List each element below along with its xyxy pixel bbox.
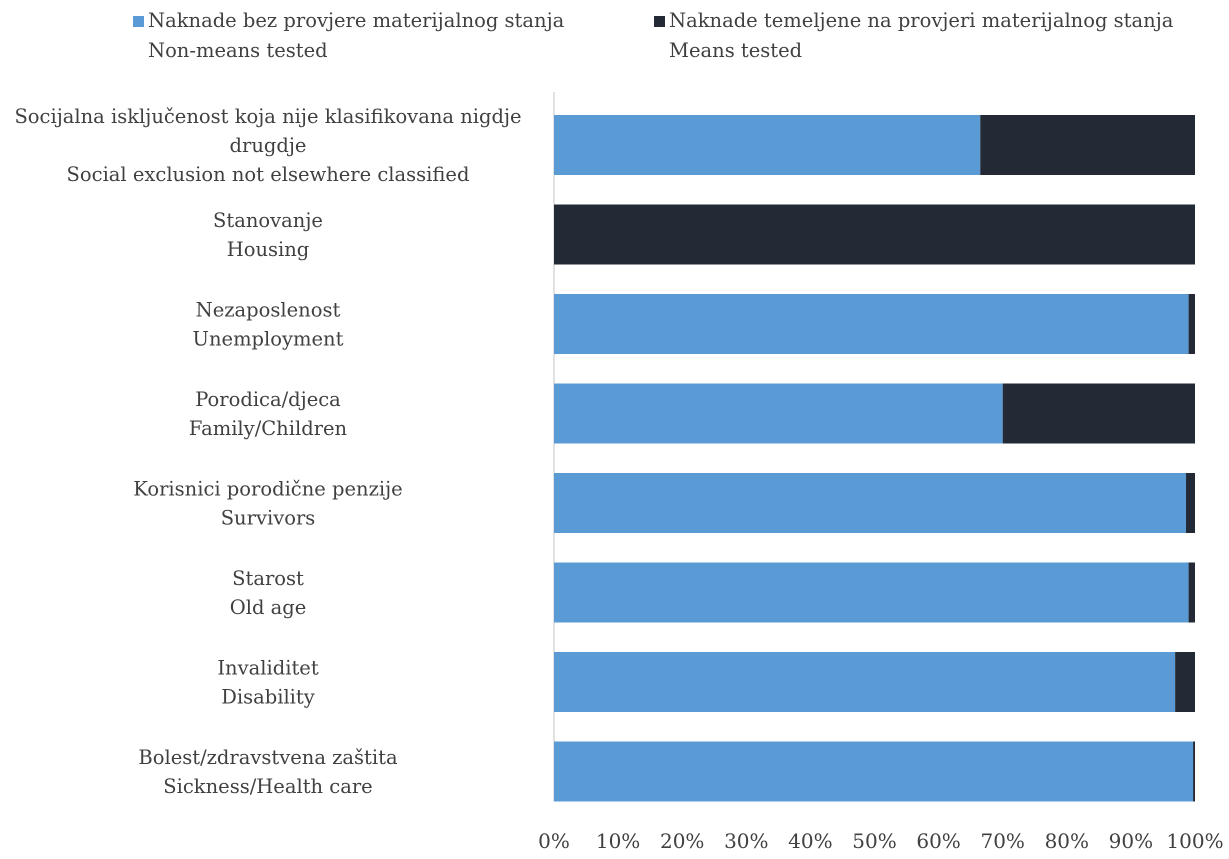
x-tick-label-4: 40% (788, 829, 832, 853)
x-tick-label-0: 0% (538, 829, 570, 853)
bar-category-2-series-2 (554, 204, 1195, 265)
category-label-1-line-2: drugdje (230, 134, 307, 157)
x-tick-label-9: 90% (1109, 829, 1153, 853)
category-label-6-line-1: Starost (232, 567, 304, 590)
category-label-4-line-1: Porodica/djeca (195, 388, 341, 411)
bar-category-8-series-1 (554, 741, 1194, 802)
category-labels: Socijalna isključenost koja nije klasifi… (14, 105, 521, 798)
bar-area (554, 115, 1195, 802)
bar-category-4-series-2 (1002, 383, 1195, 444)
x-axis-tick-labels: 0% 10% 20% 30% 40% 50% 60% 70% 80% 90% 100% (538, 829, 1223, 853)
legend-label-2: Naknade temeljene na provjeri materijaln… (669, 9, 1174, 32)
legend-label-en-1: Non-means tested (148, 39, 328, 62)
legend-swatch-1 (133, 16, 144, 27)
category-label-7-line-2: Disability (221, 686, 315, 709)
bar-category-7-series-1 (554, 652, 1176, 712)
category-label-2-line-1: Stanovanje (213, 209, 323, 232)
category-label-8-line-2: Sickness/Health care (163, 775, 372, 798)
x-tick-label-5: 50% (852, 829, 896, 853)
bar-category-4-series-1 (554, 383, 1003, 444)
bar-category-3-series-2 (1188, 294, 1195, 354)
bar-category-1-series-2 (980, 115, 1195, 175)
bar-category-1-series-1 (554, 115, 981, 175)
bar-category-6-series-1 (554, 562, 1189, 623)
x-tick-label-1: 10% (596, 829, 640, 853)
category-label-1-line-3: Social exclusion not elsewhere classifie… (67, 163, 470, 186)
category-label-4-line-2: Family/Children (189, 417, 348, 440)
category-label-3-line-2: Unemployment (193, 328, 344, 351)
x-tick-label-3: 30% (724, 829, 768, 853)
category-label-6-line-2: Old age (230, 596, 307, 619)
x-tick-label-10: 100% (1166, 829, 1223, 853)
bar-category-8-series-2 (1193, 741, 1195, 802)
x-tick-label-2: 20% (660, 829, 704, 853)
x-tick-label-6: 60% (916, 829, 960, 853)
bar-category-3-series-1 (554, 294, 1189, 354)
category-label-2-line-2: Housing (227, 238, 310, 261)
category-label-7-line-1: Invaliditet (217, 657, 318, 680)
x-tick-label-8: 80% (1045, 829, 1089, 853)
category-label-5-line-1: Korisnici porodične penzije (133, 478, 402, 501)
legend-label-en-2: Means tested (669, 39, 802, 62)
bar-category-6-series-2 (1188, 562, 1195, 623)
category-label-8-line-1: Bolest/zdravstvena zaštita (138, 746, 398, 769)
chart-legend: Naknade bez provjere materijalnog stanja… (133, 9, 1174, 62)
category-label-5-line-2: Survivors (221, 507, 316, 530)
x-tick-label-7: 70% (980, 829, 1024, 853)
category-label-1-line-1: Socijalna isključenost koja nije klasifi… (14, 105, 521, 128)
bar-category-5-series-2 (1186, 473, 1195, 533)
bar-category-7-series-2 (1175, 652, 1195, 712)
legend-label-1: Naknade bez provjere materijalnog stanja (148, 9, 565, 32)
legend-swatch-2 (654, 16, 665, 27)
category-label-3-line-1: Nezaposlenost (196, 299, 341, 322)
bar-category-5-series-1 (554, 473, 1187, 533)
